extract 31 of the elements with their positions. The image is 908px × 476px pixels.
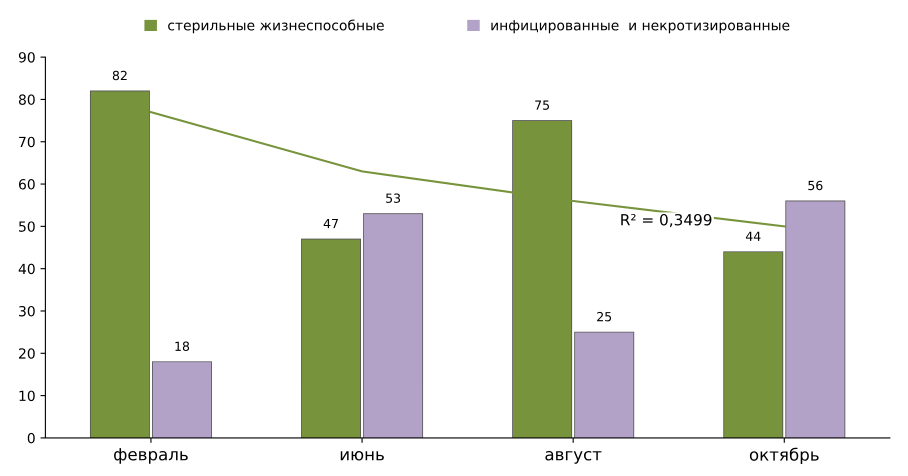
y-tick-label: 60 bbox=[18, 179, 35, 190]
data-label: 25 bbox=[597, 312, 612, 322]
y-tick-label: 10 bbox=[20, 390, 35, 402]
data-label: 53 bbox=[386, 193, 400, 203]
y-tick-label: 0 bbox=[28, 432, 35, 444]
bar bbox=[301, 238, 362, 438]
y-tick-label: 90 bbox=[18, 52, 35, 63]
bar bbox=[785, 200, 846, 438]
data-label: 75 bbox=[535, 100, 550, 110]
x-tick-label: октябрь bbox=[750, 448, 819, 464]
bar bbox=[363, 213, 424, 438]
data-label: 56 bbox=[808, 180, 822, 190]
data-label: 82 bbox=[112, 70, 127, 80]
bar bbox=[723, 251, 784, 438]
legend-label: стерильные жизнеспособные bbox=[168, 20, 384, 34]
x-tick-label: июнь bbox=[340, 450, 384, 461]
x-tick-label: август bbox=[545, 450, 602, 464]
y-tick-label: 40 bbox=[18, 264, 35, 274]
x-tick-label: февраль bbox=[114, 448, 188, 464]
y-tick-label: 70 bbox=[19, 136, 35, 148]
y-tick-label: 50 bbox=[19, 221, 35, 232]
bar bbox=[574, 332, 634, 438]
legend-label: инфицированные и некротизированные bbox=[491, 20, 790, 34]
y-tick-label: 30 bbox=[19, 306, 35, 316]
bar bbox=[152, 361, 212, 438]
y-tick-label: 80 bbox=[18, 94, 35, 105]
data-label: 44 bbox=[746, 232, 761, 241]
data-label: 47 bbox=[324, 219, 338, 228]
data-label: 18 bbox=[175, 342, 190, 352]
y-tick-label: 20 bbox=[19, 348, 35, 359]
annotation: R² = 0,3499 bbox=[621, 214, 712, 228]
